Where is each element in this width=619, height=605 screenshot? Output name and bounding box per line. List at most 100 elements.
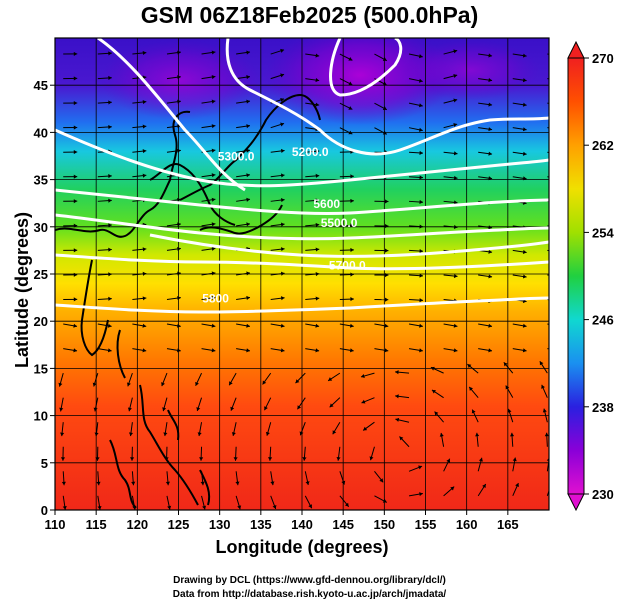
streamline-arrow (59, 407, 64, 412)
streamline-arrow (522, 127, 527, 132)
colorbar-tick-label: 270 (592, 51, 614, 66)
streamline-arrow (246, 173, 250, 178)
streamline-arrow (453, 175, 458, 180)
contour-cold-loop (329, 38, 403, 97)
y-tick-label: 45 (34, 78, 48, 93)
streamline-arrow (349, 348, 354, 353)
streamline-arrow (503, 362, 508, 367)
streamline-arrow (557, 324, 561, 328)
streamline-arrow (350, 174, 354, 179)
streamline-arrow (475, 432, 480, 437)
streamline-arrow (418, 465, 423, 470)
contour-5300 (55, 128, 549, 188)
streamline-arrow (270, 481, 275, 486)
streamline-arrow (348, 106, 353, 110)
streamline-arrow (453, 73, 458, 78)
contour-label: 5700.0 (329, 258, 366, 272)
chart-title: GSM 06Z18Feb2025 (500.0hPa) (140, 2, 479, 28)
y-tick-label: 30 (34, 220, 48, 235)
streamline-arrow (329, 403, 334, 408)
streamline-arrow (73, 348, 78, 353)
streamline-arrow (315, 173, 320, 178)
streamline-arrow (246, 75, 250, 80)
streamline-arrow (262, 380, 267, 385)
streamline-arrow (488, 225, 493, 230)
streamline-arrow (363, 426, 368, 431)
streamline-arrow (142, 173, 147, 178)
y-tick-label: 5 (41, 456, 48, 471)
y-tick-label: 40 (34, 125, 48, 140)
streamline-arrow (211, 348, 216, 353)
colorbar-tick-label: 246 (592, 313, 614, 328)
streamline-arrow (419, 273, 424, 278)
streamline-arrow (471, 409, 476, 414)
streamline-arrow (264, 406, 268, 411)
streamline-arrow (395, 394, 399, 399)
streamline-arrow (108, 124, 112, 130)
streamline-arrow (418, 103, 423, 108)
streamline-arrow (200, 481, 205, 486)
streamline-arrow (108, 223, 112, 228)
streamline-arrow (488, 127, 493, 132)
streamline-arrow (265, 431, 270, 436)
streamline-arrow (211, 271, 216, 276)
streamline-arrow (315, 149, 320, 154)
contour-5500 (149, 233, 549, 258)
streamline-arrow (507, 408, 512, 413)
streamline-arrow (453, 348, 458, 353)
x-tick-label: 165 (497, 517, 519, 532)
streamline-arrow (488, 77, 493, 83)
x-tick-label: 140 (291, 517, 313, 532)
y-axis-label: Latitude (degrees) (12, 211, 32, 368)
streamline-arrow (246, 99, 250, 104)
streamline-arrow (177, 323, 181, 328)
streamline-arrow (469, 386, 473, 391)
streamline-arrow (558, 54, 562, 58)
streamline-arrow (332, 430, 337, 435)
x-tick-label: 115 (86, 517, 107, 532)
streamline-arrow (557, 348, 561, 352)
streamline-arrow (108, 100, 112, 105)
colorbar-top-arrow (567, 40, 585, 59)
streamline-arrow (108, 51, 112, 56)
streamline-arrow (246, 222, 250, 227)
streamline-arrow (384, 348, 389, 353)
streamline-arrow (315, 198, 320, 203)
streamline-arrow (350, 297, 354, 302)
streamline-arrow (177, 348, 181, 353)
streamline-arrow (211, 50, 216, 55)
streamline-arrow (142, 124, 147, 129)
streamline-arrow (108, 174, 112, 179)
streamline-arrow (315, 78, 320, 83)
streamline-arrow (453, 98, 458, 103)
contour-label: 5500.0 (321, 216, 358, 230)
streamline-arrow (361, 399, 366, 404)
streamline-arrow (488, 102, 493, 107)
height-contours (55, 38, 549, 314)
streamline-arrow (522, 323, 527, 328)
streamline-arrow (384, 323, 389, 328)
streamline-arrow (382, 57, 387, 61)
streamline-arrow (522, 53, 527, 58)
colorbar-tick-label: 230 (592, 487, 614, 502)
streamline-arrow (384, 248, 389, 253)
streamline-arrow (211, 222, 216, 227)
streamline-arrow (231, 432, 236, 436)
streamline-arrow (177, 99, 181, 104)
contour-labels: 5300.0 5200.0 5600 5500.0 5700.0 5800 (202, 145, 366, 305)
streamline-arrow (272, 504, 277, 509)
streamline-arrow (233, 457, 238, 461)
streamline-arrow (211, 197, 216, 202)
streamline-arrow (280, 97, 285, 102)
colorbar-bottom-arrow (567, 493, 585, 512)
x-axis-label: Longitude (degrees) (215, 537, 389, 557)
streamline-arrow (308, 504, 312, 509)
y-tick-label: 10 (34, 409, 48, 424)
contour-label: 5200.0 (292, 145, 329, 159)
streamline-arrow (488, 249, 493, 254)
streamline-arrow (509, 432, 515, 437)
streamline-arrow (558, 201, 562, 205)
streamline-arrow (235, 481, 240, 486)
streamline-arrow (478, 457, 483, 462)
